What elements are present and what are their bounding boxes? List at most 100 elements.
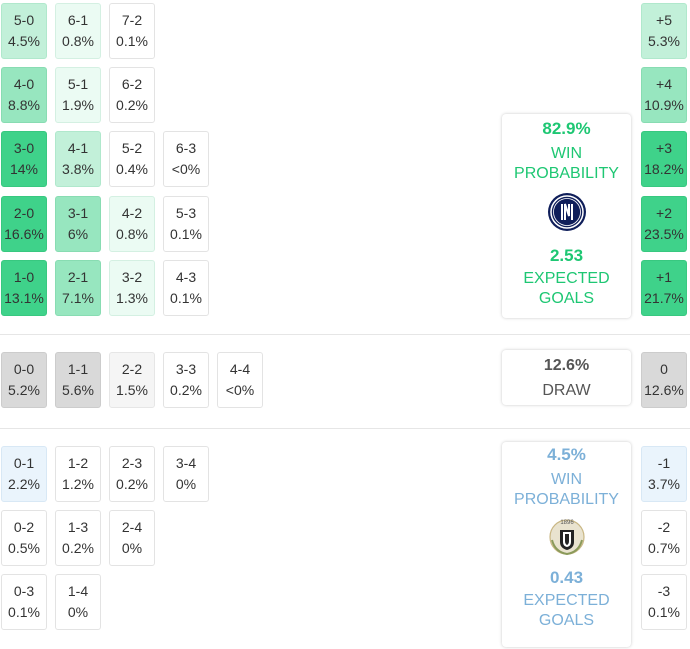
- away-team-card: 4.5% WIN PROBABILITY 1896 0.43 EXPECTED GO…: [502, 442, 631, 647]
- scoreline-cell-label: 5-3: [175, 205, 197, 221]
- scoreline-cell: 6-2 0.2%: [109, 67, 155, 123]
- home-win-probability-label: WIN PROBABILITY: [514, 145, 619, 182]
- scoreline-cell-label: 4-1: [67, 140, 89, 156]
- goal-margin-cell-probability: 12.6%: [644, 382, 684, 398]
- scoreline-cell: 2-4 0%: [109, 510, 155, 566]
- scoreline-cell-label: 6-1: [67, 12, 89, 28]
- scoreline-cell: 6-1 0.8%: [55, 3, 101, 59]
- scoreline-cell-label: 1-2: [67, 455, 89, 471]
- scoreline-cell: 5-2 0.4%: [109, 131, 155, 187]
- goal-margin-cell-label: 0: [660, 361, 668, 377]
- scoreline-cell-probability: 0%: [67, 604, 89, 620]
- draw-label: DRAW: [542, 381, 591, 399]
- scoreline-cell-probability: 0.4%: [116, 161, 148, 177]
- goal-margin-cell-label: -1: [657, 455, 671, 471]
- svg-text:1896: 1896: [560, 520, 574, 526]
- scoreline-cell-label: 7-2: [121, 12, 143, 28]
- away-win-probability-label: WIN PROBABILITY: [514, 471, 619, 508]
- goal-margin-cell-probability: 21.7%: [644, 290, 684, 306]
- goal-margin-cell-label: +3: [656, 140, 672, 156]
- scoreline-cell-probability: 1.9%: [62, 97, 94, 113]
- goal-margin-cell: +3 18.2%: [641, 131, 687, 187]
- goal-margin-cell: +5 5.3%: [641, 3, 687, 59]
- scoreline-cell-probability: 6%: [67, 226, 89, 242]
- scoreline-cell-label: 3-0: [13, 140, 35, 156]
- scoreline-cell: 4-4 <0%: [217, 352, 263, 408]
- draw-probability-value: 12.6%: [543, 356, 590, 374]
- scoreline-cell-probability: 0.1%: [170, 226, 202, 242]
- goal-margin-cell-probability: 10.9%: [644, 97, 684, 113]
- scoreline-cell: 3-2 1.3%: [109, 260, 155, 316]
- scoreline-cell: 3-0 14%: [1, 131, 47, 187]
- goal-margin-cell-probability: 0.1%: [648, 604, 680, 620]
- scoreline-cell: 0-0 5.2%: [1, 352, 47, 408]
- scoreline-cell-probability: 0.8%: [62, 33, 94, 49]
- goal-margin-cell-label: -2: [657, 519, 671, 535]
- goal-margin-cell: +1 21.7%: [641, 260, 687, 316]
- goal-margin-cell-probability: 0.7%: [648, 540, 680, 556]
- scoreline-cell-probability: 5.6%: [62, 382, 94, 398]
- scoreline-cell-label: 4-0: [13, 76, 35, 92]
- goal-margin-cell-probability: 5.3%: [648, 33, 680, 49]
- scoreline-cell-probability: 1.5%: [116, 382, 148, 398]
- scoreline-cell: 1-4 0%: [55, 574, 101, 630]
- scoreline-cell-label: 6-2: [121, 76, 143, 92]
- scoreline-cell-probability: <0%: [171, 161, 201, 177]
- scoreline-cell-probability: 0.2%: [116, 97, 148, 113]
- scoreline-cell-probability: 0.8%: [116, 226, 148, 242]
- away-expected-goals-label: EXPECTED GOALS: [523, 592, 610, 629]
- home-win-probability-value: 82.9%: [542, 119, 591, 138]
- scoreline-cell-label: 5-0: [13, 12, 35, 28]
- draw-card: 12.6% DRAW: [502, 350, 631, 405]
- scoreline-cell-label: 0-0: [13, 361, 35, 377]
- scoreline-cell-label: 2-2: [121, 361, 143, 377]
- goal-margin-cell: -3 0.1%: [641, 574, 687, 630]
- scoreline-cell-label: 5-2: [121, 140, 143, 156]
- scoreline-cell-probability: <0%: [225, 382, 255, 398]
- scoreline-cell-label: 1-4: [67, 583, 89, 599]
- scoreline-cell-probability: 1.3%: [116, 290, 148, 306]
- goal-margin-cell-label: +1: [656, 269, 672, 285]
- scoreline-cell: 1-0 13.1%: [1, 260, 47, 316]
- scoreline-cell: 7-2 0.1%: [109, 3, 155, 59]
- scoreline-cell-label: 4-4: [229, 361, 251, 377]
- scoreline-cell: 1-3 0.2%: [55, 510, 101, 566]
- away-expected-goals-value: 0.43: [549, 568, 584, 587]
- scoreline-cell-probability: 0.5%: [8, 540, 40, 556]
- scoreline-cell: 3-1 6%: [55, 196, 101, 252]
- goal-margin-cell-probability: 23.5%: [644, 226, 684, 242]
- goal-margin-cell: +2 23.5%: [641, 196, 687, 252]
- scoreline-cell-label: 2-1: [67, 269, 89, 285]
- scoreline-cell-probability: 0%: [175, 476, 197, 492]
- scoreline-cell-probability: 0%: [121, 540, 143, 556]
- scoreline-cell-probability: 2.2%: [8, 476, 40, 492]
- scoreline-cell-probability: 5.2%: [8, 382, 40, 398]
- scoreline-cell-probability: 13.1%: [4, 290, 44, 306]
- scoreline-cell-label: 0-1: [13, 455, 35, 471]
- scoreline-cell: 3-3 0.2%: [163, 352, 209, 408]
- goal-margin-cell-label: +5: [656, 12, 672, 28]
- goal-margin-cell-probability: 18.2%: [644, 161, 684, 177]
- scoreline-cell-label: 3-3: [175, 361, 197, 377]
- scoreline-cell-label: 3-4: [175, 455, 197, 471]
- scoreline-cell-label: 2-3: [121, 455, 143, 471]
- scoreline-cell: 0-3 0.1%: [1, 574, 47, 630]
- scoreline-cell: 2-3 0.2%: [109, 446, 155, 502]
- scoreline-cell-probability: 3.8%: [62, 161, 94, 177]
- goal-margin-cell-probability: 3.7%: [648, 476, 680, 492]
- scoreline-cell: 5-1 1.9%: [55, 67, 101, 123]
- home-team-card: 82.9% WIN PROBABILITY 2.53 EXPECTED GOALS: [502, 114, 631, 318]
- scoreline-cell: 2-1 7.1%: [55, 260, 101, 316]
- inter-crest-icon: [547, 192, 587, 237]
- home-expected-goals-value: 2.53: [549, 246, 584, 265]
- scoreline-cell-label: 4-2: [121, 205, 143, 221]
- scoreline-cell-probability: 8.8%: [8, 97, 40, 113]
- scoreline-cell-probability: 0.2%: [116, 476, 148, 492]
- scoreline-cell: 6-3 <0%: [163, 131, 209, 187]
- goal-margin-cell: -1 3.7%: [641, 446, 687, 502]
- scoreline-cell-label: 1-0: [13, 269, 35, 285]
- home-draw-divider: [0, 334, 690, 335]
- goal-margin-cell-label: -3: [657, 583, 671, 599]
- scoreline-cell-label: 1-1: [67, 361, 89, 377]
- goal-margin-cell: +4 10.9%: [641, 67, 687, 123]
